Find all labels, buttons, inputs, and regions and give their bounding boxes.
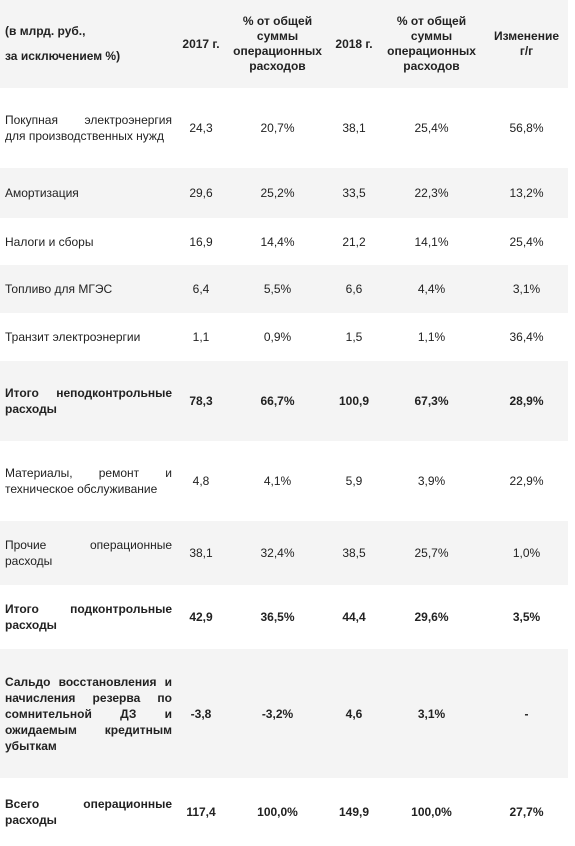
cell: 0,9%: [263, 330, 292, 344]
cell: 6,6: [345, 282, 363, 296]
cell: 29,6%: [414, 610, 449, 624]
cell: 25,4%: [414, 121, 449, 135]
header-cell: 2017 г.: [182, 36, 220, 51]
header-cell: (в млрд. руб., за исключением %): [0, 0, 177, 88]
table-row: Покупная электроэнергия для производстве…: [0, 88, 568, 168]
table-header: (в млрд. руб., за исключением %) 2017 г. % …: [0, 0, 568, 88]
row-label: Топливо для МГЭС: [5, 282, 113, 296]
header-cell: % от общей суммы операционных расходов: [387, 14, 476, 73]
cell: 3,9%: [417, 474, 446, 488]
header-row: (в млрд. руб., за исключением %) 2017 г. % …: [0, 0, 568, 88]
table-row: Топливо для МГЭС 6,4 5,5% 6,6 4,4% 3,1%: [0, 265, 568, 313]
table-row: Итого неподконтрольные расходы 78,3 66,7% 1…: [0, 361, 568, 441]
table-row: Прочие операционные расходы 38,1 32,4% 38,5…: [0, 521, 568, 585]
cell: 14,1%: [414, 234, 449, 249]
cell: 38,1: [189, 546, 213, 560]
row-label: Покупная электроэнергия для производстве…: [5, 113, 172, 143]
header-line: за исключением %): [5, 49, 121, 63]
cell: 149,9: [338, 805, 370, 819]
cell: 3,5%: [512, 610, 541, 624]
header-cell: 2018 г.: [335, 36, 373, 51]
cell: 1,1: [192, 330, 210, 344]
row-label: Сальдо восстановления и начисления резер…: [5, 674, 172, 753]
table-row: Итого подконтрольные расходы 42,9 36,5% 44,…: [0, 585, 568, 649]
table-row: Всего операционные расходы 117,4 100,0% 149…: [0, 778, 568, 846]
cell: 42,9: [189, 610, 213, 624]
cell: 4,1%: [263, 474, 292, 488]
cell: 16,9: [189, 234, 213, 249]
cell: 36,4%: [509, 330, 544, 344]
cell: 4,8: [192, 474, 210, 488]
cell: 25,4%: [509, 234, 544, 249]
cell: 67,3%: [414, 394, 449, 408]
cell: 14,4%: [260, 234, 295, 249]
table-row: Транзит электроэнергии 1,1 0,9% 1,5 1,1% 36,4…: [0, 313, 568, 361]
cell: 100,9: [338, 394, 370, 408]
cell: 3,1%: [512, 282, 541, 296]
row-label: Транзит электроэнергии: [5, 330, 141, 344]
cell: 36,5%: [260, 610, 295, 624]
cell: 28,9%: [509, 394, 544, 408]
cell: 5,5%: [263, 282, 292, 296]
header-line: (в млрд. руб.,: [5, 24, 86, 38]
cell: -: [524, 706, 529, 721]
table-row: Налоги и сборы 16,9 14,4% 21,2 14,1% 25,4%: [0, 218, 568, 265]
row-label: Прочие операционные расходы: [5, 538, 172, 568]
cell: 1,5: [345, 330, 363, 344]
cell: 20,7%: [260, 121, 295, 135]
table-row: Сальдо восстановления и начисления резер…: [0, 649, 568, 778]
row-label: Итого неподконтрольные расходы: [5, 386, 172, 416]
table-body: Покупная электроэнергия для производстве…: [0, 88, 568, 846]
cell: 3,1%: [417, 706, 446, 721]
cell: 24,3: [189, 121, 213, 135]
cell: 21,2: [342, 234, 366, 249]
cell: 100,0%: [411, 805, 452, 819]
cell: 38,5: [342, 546, 366, 560]
row-label: Материалы, ремонт и техническое обслужив…: [5, 466, 172, 496]
cell: 1,1%: [417, 330, 446, 344]
cell: 56,8%: [509, 121, 544, 135]
cell: 27,7%: [509, 805, 544, 819]
row-label: Итого подконтрольные расходы: [5, 602, 172, 632]
cell: 44,4: [342, 610, 366, 624]
cell: 1,0%: [512, 546, 541, 560]
cell: 22,9%: [509, 474, 544, 488]
cell: 25,2%: [260, 186, 295, 200]
table-row: Амортизация 29,6 25,2% 33,5 22,3% 13,2%: [0, 168, 568, 218]
cell: 38,1: [342, 121, 366, 135]
cell: -3,8: [190, 706, 212, 721]
row-label: Налоги и сборы: [5, 234, 94, 249]
cell: 4,6: [345, 706, 363, 721]
cell: 25,7%: [414, 546, 449, 560]
cell: 66,7%: [260, 394, 295, 408]
cell: 22,3%: [414, 186, 449, 200]
header-cell: Изменение г/г: [493, 29, 560, 58]
cell: 32,4%: [260, 546, 295, 560]
cell: 5,9: [345, 474, 363, 488]
table-row: Материалы, ремонт и техническое обслужив…: [0, 441, 568, 521]
header-cell: % от общей суммы операционных расходов: [233, 14, 322, 73]
cell: 100,0%: [257, 805, 298, 819]
cell: 4,4%: [417, 282, 446, 296]
cell: -3,2%: [261, 706, 294, 721]
cell: 13,2%: [509, 186, 544, 200]
cell: 117,4: [186, 805, 216, 819]
row-label: Всего операционные расходы: [5, 797, 172, 827]
row-label: Амортизация: [5, 186, 79, 200]
cell: 29,6: [189, 186, 213, 200]
cell: 33,5: [342, 186, 366, 200]
cell: 78,3: [189, 394, 213, 408]
cell: 6,4: [192, 282, 210, 296]
